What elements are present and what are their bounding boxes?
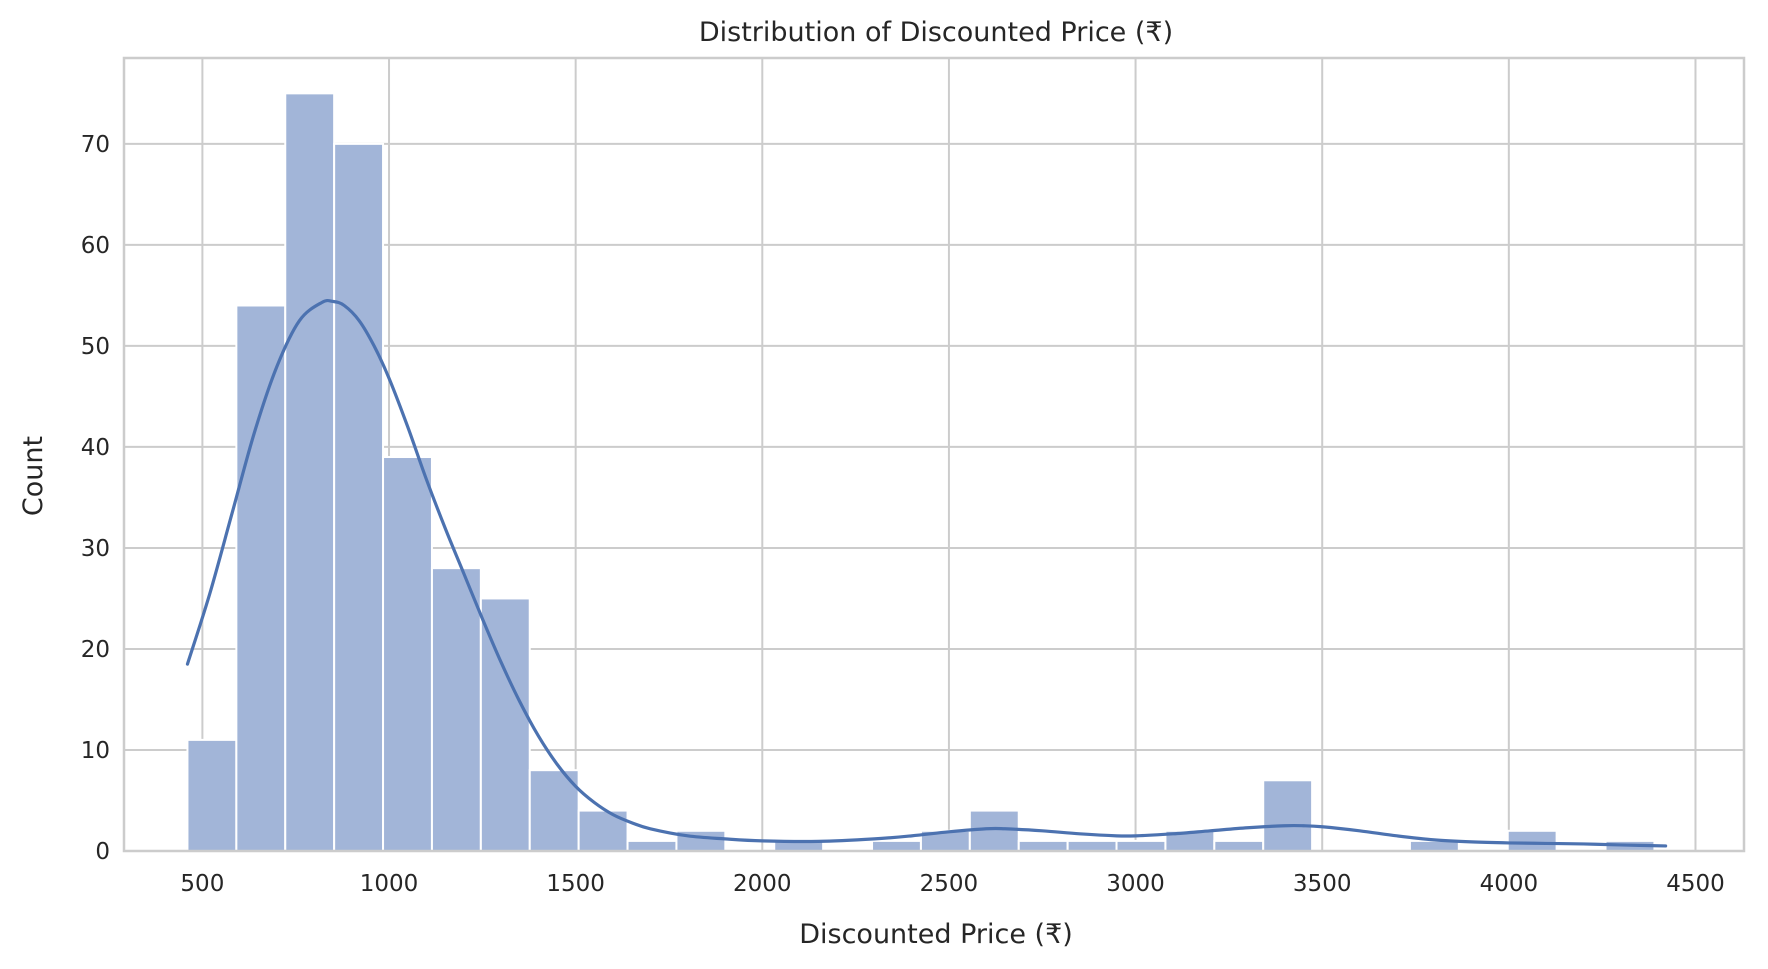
x-tick-label: 3500 — [1293, 871, 1352, 897]
x-tick-labels: 500 1000 1500 2000 2500 3000 3500 4000 4500 — [180, 871, 1724, 897]
y-tick-label: 40 — [81, 435, 110, 461]
histogram-bar — [1213, 839, 1265, 852]
y-tick-label: 0 — [95, 839, 110, 865]
histogram-bar — [1115, 839, 1167, 852]
x-tick-label: 3000 — [1106, 871, 1165, 897]
y-tick-label: 70 — [81, 132, 110, 158]
histogram-bar — [235, 304, 287, 852]
x-axis-label: Discounted Price (₹) — [799, 919, 1073, 950]
y-tick-label: 60 — [81, 233, 110, 259]
plot-frame — [122, 56, 1746, 853]
x-tick-label: 4500 — [1666, 871, 1725, 897]
bars-layer — [186, 92, 1656, 853]
y-tick-labels: 0 10 20 30 40 50 60 70 — [81, 132, 110, 865]
x-tick-label: 1000 — [360, 871, 419, 897]
chart-title: Distribution of Discounted Price (₹) — [699, 17, 1173, 48]
y-tick-label: 20 — [81, 637, 110, 663]
x-tick-label: 4000 — [1480, 871, 1539, 897]
y-tick-label: 30 — [81, 536, 110, 562]
histogram-bar — [333, 142, 385, 852]
histogram-bar — [626, 839, 678, 852]
histogram-bar — [284, 92, 336, 852]
histogram-bar — [1262, 779, 1314, 852]
y-tick-label: 50 — [81, 334, 110, 360]
histogram-bar — [1066, 839, 1118, 852]
x-tick-label: 2500 — [920, 871, 979, 897]
histogram-bar — [1017, 839, 1069, 852]
y-tick-label: 10 — [81, 738, 110, 764]
histogram-bar — [1506, 829, 1558, 853]
histogram-bar — [430, 567, 482, 852]
kde-layer — [185, 298, 1668, 848]
y-axis-label: Count — [18, 436, 49, 516]
histogram-bar — [479, 597, 531, 852]
histogram-bar — [871, 839, 922, 852]
x-tick-label: 1500 — [546, 871, 605, 897]
histogram-bar — [186, 738, 238, 852]
x-tick-label: 2000 — [733, 871, 792, 897]
x-tick-label: 500 — [180, 871, 224, 897]
kde-curve — [185, 298, 1668, 848]
histogram-bar — [382, 456, 433, 852]
